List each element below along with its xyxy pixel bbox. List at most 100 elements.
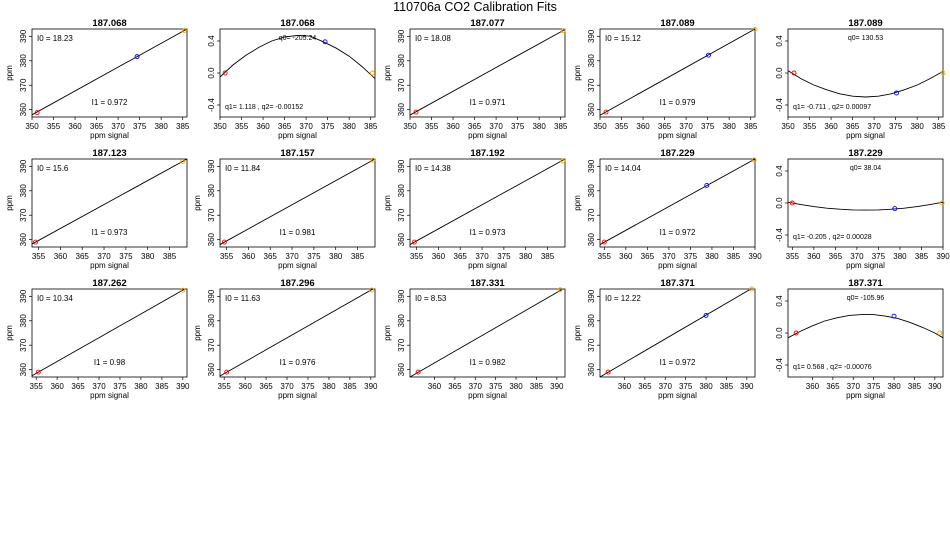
annotation-q0: q0= -205.24 [279,35,317,42]
chart-title: 187.089 [848,18,882,29]
y-tick-label: 390 [397,289,406,303]
data-point [789,200,795,206]
annotation-slope: I1 = 0.971 [470,98,506,107]
fit-line [32,289,186,377]
data-point [560,28,566,34]
data-point [892,206,898,212]
y-tick-label: -0.4 [775,358,784,372]
x-tick-label: 370 [111,122,125,131]
x-tick-label: 360 [618,382,632,391]
plot-frame [409,288,566,378]
x-tick-label: 375 [872,252,886,261]
x-tick-label: 385 [364,122,378,131]
x-tick-label: 370 [280,382,294,391]
x-tick-label: 390 [936,252,950,261]
x-tick-label: 380 [910,122,924,131]
y-tick-label: 360 [19,362,28,376]
y-tick-label: 380 [397,184,406,198]
data-point [180,158,186,164]
chart-panel: 187.157 355 360 365 370 375 380 385 360 370 380 390… [193,148,376,270]
x-tick-label: 370 [475,252,489,261]
x-tick-label: 385 [932,122,946,131]
y-tick-label: 380 [397,314,406,328]
x-tick-label: 375 [684,252,698,261]
y-tick-label: 390 [19,29,28,43]
x-axis-label: ppm signal [90,131,129,140]
y-tick-label: 390 [207,289,216,303]
y-tick-label: 390 [207,159,216,173]
data-point [937,330,943,336]
x-tick-label: 380 [532,122,546,131]
x-tick-label: 375 [511,122,525,131]
x-tick-label: 370 [285,252,299,261]
data-point [793,330,799,336]
x-tick-label: 360 [807,252,821,261]
x-tick-label: 365 [846,122,860,131]
x-tick-label: 375 [489,382,503,391]
y-tick-label: 390 [19,159,28,173]
x-tick-label: 355 [220,252,234,261]
y-tick-label: 390 [587,159,596,173]
chart-title: 187.157 [280,148,314,159]
chart-panel: 187.371 360 365 370 375 380 385 390 -0.4 0.0 0.4 pp… [775,278,944,400]
data-point [415,369,421,375]
data-point [603,109,609,115]
x-tick-label: 355 [803,122,817,131]
data-point [180,287,186,293]
x-tick-label: 375 [113,382,127,391]
fit-line [600,29,755,116]
y-tick-label: 370 [207,208,216,222]
y-tick-label: 0.0 [207,67,216,79]
data-point [224,369,230,375]
x-tick-label: 370 [659,382,673,391]
plot-frame [409,28,566,118]
x-tick-label: 370 [97,252,111,261]
data-point [35,369,41,375]
plot-frame [599,158,756,248]
data-point [940,70,946,76]
y-axis-label: ppm [383,325,392,341]
plot-frame [599,288,756,378]
plot-frame [31,288,188,378]
x-tick-label: 380 [699,382,713,391]
y-tick-label: 0.0 [775,327,784,339]
chart-title: 187.229 [848,148,882,159]
y-tick-label: 360 [587,102,596,116]
annotation-q1-q2: q1= 0.568 , q2= -0.00076 [793,364,872,371]
fit-line [410,289,564,377]
y-tick-label: 360 [19,232,28,246]
x-tick-label: 360 [432,252,446,261]
y-tick-label: 370 [397,338,406,352]
x-tick-label: 365 [638,382,652,391]
x-axis-label: ppm signal [278,261,317,270]
annotation-slope: I1 = 0.982 [470,358,506,367]
x-tick-label: 355 [786,252,800,261]
x-tick-label: 350 [25,122,39,131]
annotation-intercept: I0 = 11.84 [225,164,261,173]
y-tick-label: 390 [587,289,596,303]
chart-title: 187.089 [660,18,694,29]
fit-line [32,159,187,245]
y-axis-label: ppm [193,325,202,341]
data-point [601,239,607,245]
chart-panel: 187.089 350 355 360 365 370 375 380 385 -0.4 0.0 0.… [775,18,946,140]
x-tick-label: 365 [468,122,482,131]
x-tick-label: 380 [893,252,907,261]
x-axis-label: ppm signal [278,131,317,140]
y-tick-label: 380 [19,314,28,328]
chart-title: 187.068 [92,18,126,29]
data-point [891,313,897,319]
x-tick-label: 360 [824,122,838,131]
x-tick-label: 355 [410,252,424,261]
x-tick-label: 355 [47,122,61,131]
x-tick-label: 385 [554,122,568,131]
x-tick-label: 385 [744,122,758,131]
x-tick-label: 380 [134,382,148,391]
y-tick-label: 380 [19,184,28,198]
data-point [791,70,797,76]
annotation-slope: I1 = 0.973 [92,228,128,237]
x-tick-label: 360 [428,382,442,391]
fit-line [600,289,752,377]
chart-title: 187.068 [280,18,314,29]
